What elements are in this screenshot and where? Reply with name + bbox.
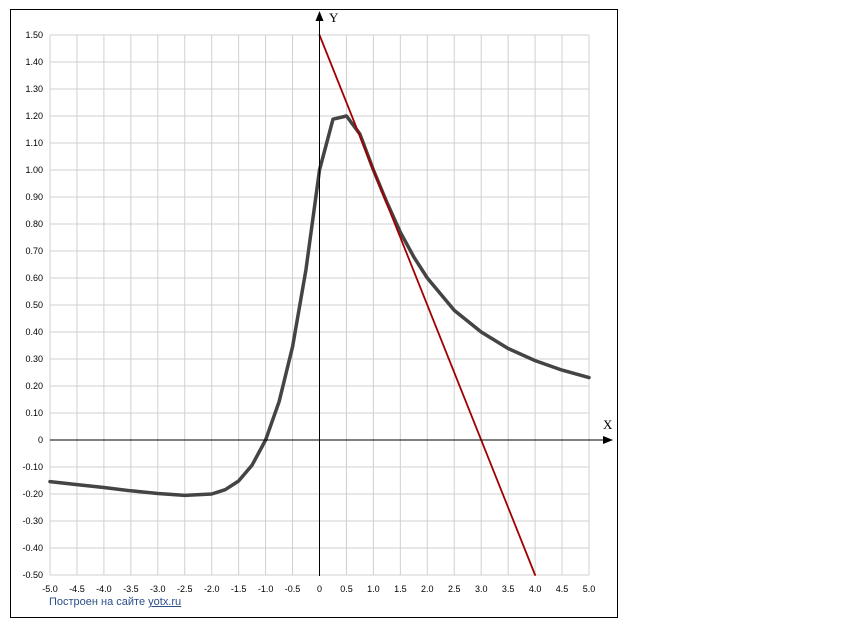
function-plot: -5.0 -4.5 -4.0 -3.5 -3.0 -2.5 -2.0 -1.5 -1.0 -0.5… [22,10,613,594]
x-tick-label: 5.0 [583,584,596,594]
axes [50,11,613,576]
x-tick-label: -2.5 [177,584,193,594]
x-tick-label: 4.5 [556,584,569,594]
tangent-line [318,34,536,576]
y-tick-label: 1.10 [25,138,43,148]
chart-frame: -5.0 -4.5 -4.0 -3.5 -3.0 -2.5 -2.0 -1.5 -1.0 -0.5… [10,9,618,618]
x-tick-label: 3.5 [502,584,515,594]
x-axis-arrow [603,436,613,444]
x-tick-label: -1.5 [231,584,247,594]
y-tick-label: 0.60 [25,273,43,283]
x-tick-label: 2.0 [421,584,434,594]
x-tick-label: -5.0 [42,584,58,594]
y-tick-label: -0.50 [22,570,43,580]
x-tick-label: -4.0 [96,584,112,594]
x-tick-label: -4.5 [69,584,85,594]
y-tick-label: -0.30 [22,516,43,526]
x-tick-label: 0 [317,584,322,594]
x-tick-label: -1.0 [258,584,274,594]
y-axis-label: Y [329,10,339,25]
y-tick-label: 0.50 [25,300,43,310]
y-tick-label: -0.10 [22,462,43,472]
y-tick-label: 1.40 [25,57,43,67]
y-tick-labels: 1.50 1.40 1.30 1.20 1.10 1.00 0.90 0.80 0.70 0.60… [22,30,43,580]
x-tick-label: 1.5 [394,584,407,594]
y-tick-label: 0.90 [25,192,43,202]
y-tick-label: 0 [38,435,43,445]
x-tick-label: 3.0 [475,584,488,594]
y-tick-label: 0.80 [25,219,43,229]
x-tick-labels: -5.0 -4.5 -4.0 -3.5 -3.0 -2.5 -2.0 -1.5 -1.0 -0.5… [42,584,595,594]
x-tick-label: -3.0 [150,584,166,594]
x-axis-label: X [603,417,613,432]
y-tick-label: 0.40 [25,327,43,337]
y-tick-label: -0.20 [22,489,43,499]
x-tick-label: 2.5 [448,584,461,594]
y-tick-label: 0.20 [25,381,43,391]
credit-link[interactable]: yotx.ru [148,596,182,608]
credit-prefix: Построен на сайте [49,596,146,608]
x-tick-label: -3.5 [123,584,139,594]
y-tick-label: 0.10 [25,408,43,418]
y-tick-label: 1.50 [25,30,43,40]
y-tick-label: 0.70 [25,246,43,256]
y-tick-label: 1.00 [25,165,43,175]
y-tick-label: -0.40 [22,543,43,553]
y-tick-label: 1.30 [25,84,43,94]
x-tick-label: -0.5 [285,584,301,594]
x-tick-label: -2.0 [204,584,220,594]
x-tick-label: 4.0 [529,584,542,594]
x-tick-label: 0.5 [340,584,353,594]
credit-line: Построен на сайте yotx.ru [49,596,181,608]
y-axis-arrow [315,11,324,21]
y-tick-label: 0.30 [25,354,43,364]
y-tick-label: 1.20 [25,111,43,121]
x-tick-label: 1.0 [367,584,380,594]
